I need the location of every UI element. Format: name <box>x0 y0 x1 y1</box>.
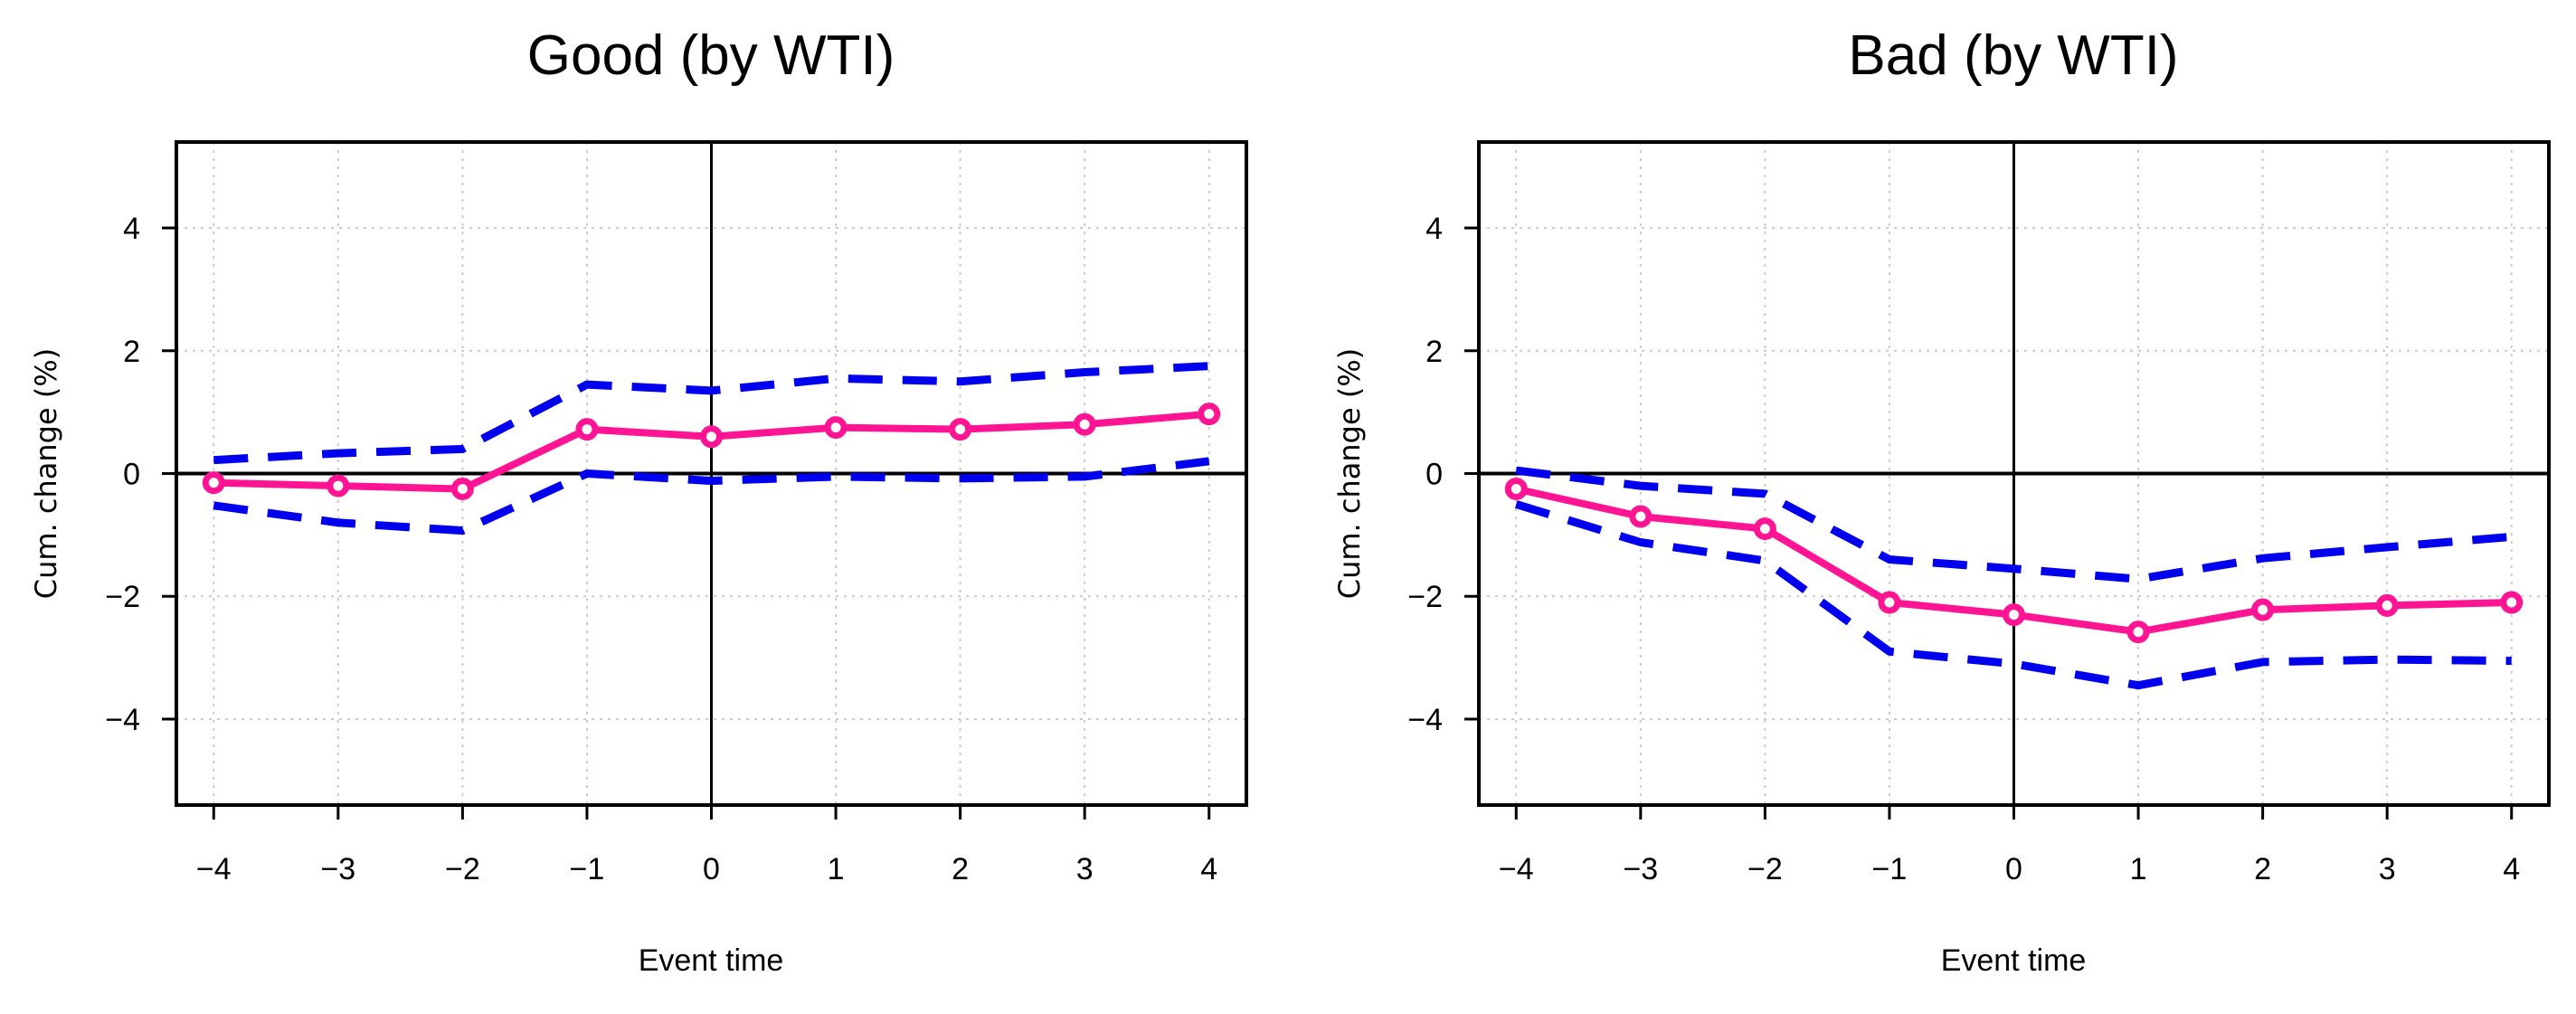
data-point-estimate <box>2251 598 2275 621</box>
chart-title: Good (by WTI) <box>527 24 895 87</box>
x-tick-label: −1 <box>1872 852 1908 886</box>
y-axis-label: Cum. change (%) <box>1332 348 1367 599</box>
series-line-upper-band <box>213 362 1209 465</box>
x-tick-label: 3 <box>1076 852 1094 886</box>
x-tick-label: −2 <box>1747 852 1783 886</box>
x-axis-label: Event time <box>639 943 784 978</box>
x-tick-label: −4 <box>1499 852 1534 886</box>
y-tick-label: 4 <box>123 212 140 246</box>
data-point-estimate <box>2375 593 2399 617</box>
data-point-estimate <box>949 418 972 441</box>
x-tick-label: 4 <box>1200 852 1217 886</box>
x-tick-label: −1 <box>570 852 605 886</box>
y-tick-label: 2 <box>123 335 140 369</box>
y-tick-label: 4 <box>1425 212 1443 246</box>
chart-panel-good: Good (by WTI) −4 −3 −2 −1 0 1 2 3 4 4 2 0 −2 −4 Event t… <box>29 24 1248 978</box>
x-tick-label: 2 <box>2254 852 2271 886</box>
data-point-estimate <box>575 418 599 441</box>
data-point-estimate <box>202 471 225 495</box>
data-point-estimate <box>450 477 474 500</box>
series-line-lower-band <box>1514 500 2512 690</box>
y-tick-label: 0 <box>1425 458 1443 492</box>
x-tick-label: 1 <box>2130 852 2147 886</box>
x-tick-label: −4 <box>196 852 232 886</box>
data-point-estimate <box>824 416 848 440</box>
x-tick-label: −2 <box>445 852 480 886</box>
x-tick-label: 2 <box>952 852 969 886</box>
x-tick-label: 3 <box>2379 852 2396 886</box>
data-point-estimate <box>1878 591 1901 614</box>
x-tick-label: 4 <box>2503 852 2520 886</box>
data-point-estimate <box>2500 591 2524 614</box>
data-point-estimate <box>1198 403 1221 426</box>
x-tick-label: 1 <box>828 852 845 886</box>
data-point-estimate <box>1629 505 1653 528</box>
series-line-upper-band <box>1515 466 2513 583</box>
data-point-estimate <box>2126 621 2150 644</box>
chart-title: Bad (by WTI) <box>1848 24 2178 87</box>
x-tick-label: 0 <box>2005 852 2022 886</box>
y-tick-label: −2 <box>105 580 140 614</box>
y-tick-label: −4 <box>105 703 140 737</box>
data-point-estimate <box>2003 603 2025 627</box>
data-point-estimate <box>1753 517 1776 541</box>
x-tick-label: 0 <box>703 852 720 886</box>
y-tick-label: −4 <box>1407 703 1443 737</box>
y-tick-label: 2 <box>1425 335 1443 369</box>
x-tick-label: −3 <box>320 852 355 886</box>
chart-panel-bad: Bad (by WTI) −4 −3 −2 −1 0 1 2 3 4 4 2 0 −2 −4 Event ti… <box>1332 24 2551 978</box>
x-tick-label: −3 <box>1623 852 1658 886</box>
data-point-estimate <box>327 474 350 498</box>
x-axis-label: Event time <box>1941 943 2087 978</box>
y-axis-label: Cum. change (%) <box>29 348 63 599</box>
series-line-lower-band <box>213 457 1210 535</box>
y-tick-label: −2 <box>1407 580 1443 614</box>
data-point-estimate <box>700 425 723 449</box>
data-point-estimate <box>1073 412 1096 436</box>
y-tick-label: 0 <box>123 458 140 492</box>
data-point-estimate <box>1504 477 1528 500</box>
